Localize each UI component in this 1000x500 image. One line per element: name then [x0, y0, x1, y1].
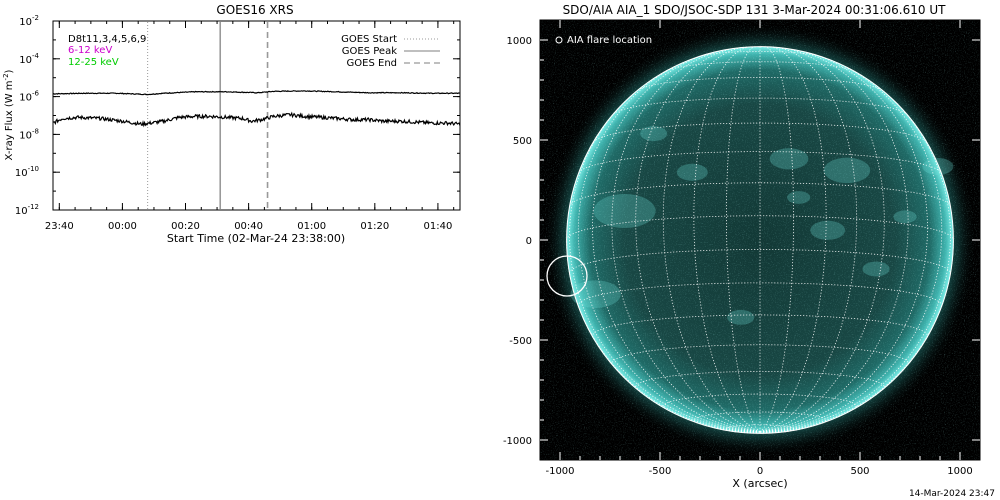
goes-chart-title: GOES16 XRS — [216, 3, 293, 17]
aia-grid-line — [569, 182, 951, 207]
goes-series-long — [52, 90, 461, 96]
footer-timestamp: 14-Mar-2024 23:47 — [909, 489, 995, 499]
aia-y-tick-label: 1000 — [507, 36, 532, 47]
aia-y-tick-labels: -1000 -500 0 500 1000 — [503, 36, 532, 447]
aia-grid-line — [566, 215, 954, 241]
aia-active-region — [676, 163, 708, 181]
aia-x-axis-label: X (arcsec) — [732, 477, 787, 490]
aia-active-region — [727, 309, 755, 325]
goes-x-tick-label: 00:20 — [171, 221, 200, 232]
goes-x-tick-labels: 23:40 00:00 00:20 00:40 01:00 01:20 01:40 — [45, 221, 452, 232]
goes-channel-label-6-12kev: 6-12 keV — [68, 45, 112, 56]
aia-grid-line — [613, 97, 907, 115]
aia-flare-location-marker — [546, 255, 588, 297]
aia-active-region — [893, 210, 917, 224]
aia-solar-limb — [566, 46, 954, 434]
goes-y-tick-label: 10-8 — [19, 127, 39, 141]
aia-grid-line — [759, 48, 909, 433]
aia-grid-line — [578, 151, 942, 174]
goes-y-tick-label: 10-2 — [19, 14, 39, 28]
aia-grid-line — [662, 393, 858, 410]
aia-x-tick-label: -1000 — [545, 466, 574, 477]
goes-channel-label-12-25kev: 12-25 keV — [68, 57, 119, 68]
aia-grid-line — [759, 46, 858, 433]
goes-chart: GOES16 XRS 23:40 00:00 00:20 00:40 01:00 01:2… — [2, 3, 461, 245]
aia-x-tick-label: -500 — [649, 466, 672, 477]
aia-active-region — [769, 148, 809, 170]
aia-legend-symbol — [555, 36, 563, 44]
aia-x-tick-label: 1000 — [947, 466, 972, 477]
goes-x-tick-label: 01:20 — [360, 221, 389, 232]
goes-y-tick-label: 10-12 — [15, 203, 39, 217]
aia-grid-line — [593, 122, 927, 143]
aia-grid-line — [592, 51, 761, 433]
aia-chart-title: SDO/AIA AIA_1 SDO/JSOC-SDP 131 3-Mar-202… — [563, 3, 947, 17]
aia-legend: AIA flare location — [555, 35, 652, 46]
aia-chart: SDO/AIA AIA_1 SDO/JSOC-SDP 131 3-Mar-202… — [503, 3, 981, 490]
goes-y-axis-label-sup: -2 — [2, 73, 10, 80]
aia-grid-line — [759, 46, 827, 433]
goes-y-tick-labels: 10-2 10-4 10-6 10-8 10-10 10-12 — [15, 14, 40, 217]
aia-grid-line — [759, 431, 767, 434]
goes-y-axis-label-end: ) — [4, 69, 15, 73]
goes-plot-frame — [52, 20, 461, 211]
goes-x-tick-label: 00:00 — [108, 221, 137, 232]
aia-grid-line — [759, 47, 885, 433]
aia-active-region — [787, 191, 811, 204]
aia-grid-line — [759, 51, 928, 433]
aia-grid-line — [693, 46, 761, 433]
aia-active-region — [922, 157, 954, 176]
aia-active-region — [593, 193, 656, 229]
goes-channel-label-det: D8t11,3,4,5,6,9 — [68, 34, 146, 45]
aia-y-tick-label: -1000 — [503, 436, 532, 447]
aia-x-tick-label: 0 — [757, 466, 763, 477]
aia-grid-line — [693, 411, 827, 424]
aia-active-region — [810, 220, 846, 240]
aia-grid-line — [635, 47, 761, 433]
aia-active-region — [640, 126, 668, 142]
goes-tick-marks — [53, 20, 460, 211]
goes-legend: GOES Start GOES Peak GOES End — [341, 34, 440, 69]
goes-series-short — [52, 111, 461, 128]
aia-grid-line — [759, 58, 943, 433]
aia-x-tick-labels: -1000 -500 0 500 1000 — [545, 466, 972, 477]
goes-x-tick-label: 01:40 — [424, 221, 453, 232]
aia-grid-line — [759, 46, 794, 433]
goes-x-axis-label: Start Time (02-Mar-24 23:38:00) — [167, 232, 345, 245]
aia-grid-line — [726, 46, 761, 433]
aia-grid-line — [611, 48, 761, 433]
goes-legend-end-label: GOES End — [347, 58, 397, 69]
goes-y-tick-label: 10-4 — [19, 52, 39, 66]
aia-y-tick-label: -500 — [509, 336, 532, 347]
goes-y-axis-label-main: X-ray Flux (W m — [4, 80, 15, 160]
aia-grid-line — [569, 85, 761, 433]
aia-grid-line — [577, 58, 761, 433]
aia-grid-line — [698, 51, 822, 57]
aia-active-region — [823, 157, 871, 184]
goes-legend-start-label: GOES Start — [341, 34, 397, 45]
aia-legend-label: AIA flare location — [567, 35, 652, 46]
goes-x-tick-label: 00:40 — [234, 221, 263, 232]
aia-grid-line — [759, 85, 951, 433]
aia-grid-line — [662, 46, 761, 433]
aia-grid-line — [577, 282, 943, 307]
aia-tick-marks — [540, 20, 980, 460]
aia-y-tick-label: 500 — [513, 136, 532, 147]
goes-x-tick-label: 01:00 — [297, 221, 326, 232]
aia-x-tick-label: 500 — [850, 466, 869, 477]
aia-active-region — [862, 261, 890, 277]
goes-y-tick-label: 10-6 — [19, 90, 39, 104]
goes-legend-peak-label: GOES Peak — [342, 46, 397, 57]
goes-y-axis-label: X-ray Flux (W m-2) — [2, 69, 15, 160]
aia-y-tick-label: 0 — [526, 236, 532, 247]
aia-active-regions — [570, 126, 954, 325]
goes-x-tick-label: 23:40 — [45, 221, 74, 232]
goes-y-tick-label: 10-10 — [15, 165, 39, 179]
